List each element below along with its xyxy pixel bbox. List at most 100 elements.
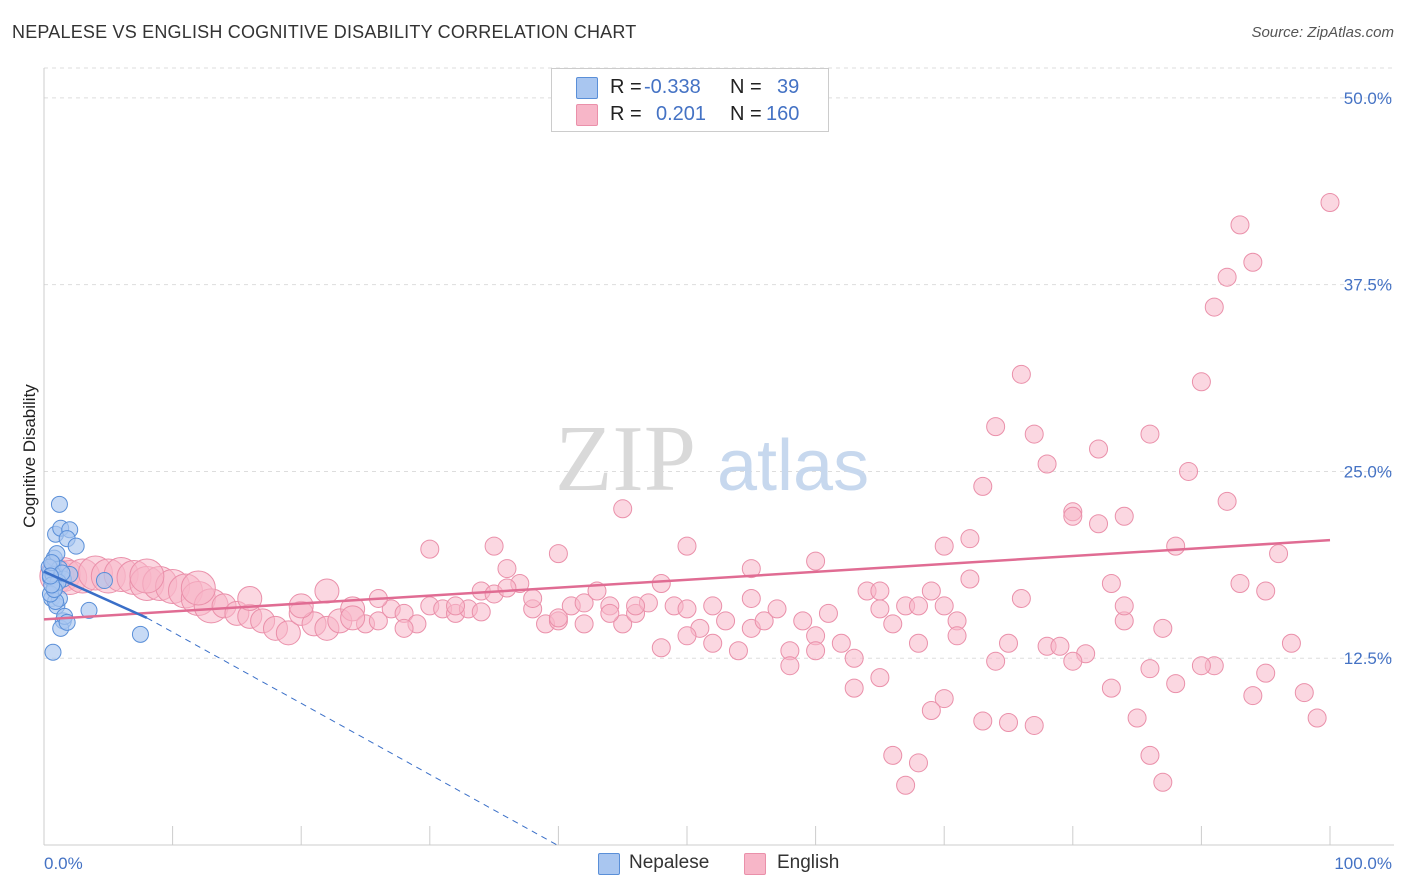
- english-point: [1050, 636, 1070, 656]
- legend-row-nepalese: R = -0.338 N = 39: [552, 74, 828, 100]
- english-point: [651, 574, 671, 594]
- english-point: [1140, 659, 1160, 679]
- english-point: [180, 570, 216, 606]
- english-point: [1281, 633, 1301, 653]
- watermark-atlas: atlas: [717, 426, 869, 506]
- english-point: [1089, 439, 1109, 459]
- english-point: [921, 701, 941, 721]
- y-tick-label: 37.5%: [1344, 276, 1392, 295]
- english-trend-line: [43, 538, 1331, 621]
- english-point: [960, 569, 980, 589]
- english-point: [314, 578, 340, 604]
- english-point: [1037, 454, 1057, 474]
- english-point: [986, 417, 1006, 437]
- english-point: [471, 602, 491, 622]
- english-point: [574, 593, 594, 613]
- english-point: [973, 711, 993, 731]
- english-point: [728, 641, 748, 661]
- english-point: [1024, 715, 1044, 735]
- english-point: [523, 588, 543, 608]
- english-point: [780, 656, 800, 676]
- english-point: [1320, 192, 1340, 212]
- english-point: [818, 603, 838, 623]
- english-point: [883, 614, 903, 634]
- english-point: [548, 608, 568, 628]
- english-point: [754, 611, 774, 631]
- grid: [44, 67, 1394, 659]
- english-point: [973, 476, 993, 496]
- legend: R = -0.338 N = 39 R = 0.201 N = 160: [551, 68, 829, 132]
- english-point: [1217, 491, 1237, 511]
- english-point: [999, 633, 1018, 653]
- english-point: [908, 596, 928, 616]
- english-point: [626, 596, 646, 616]
- english-point: [908, 753, 928, 773]
- english-point: [574, 614, 594, 634]
- english-point: [1256, 581, 1276, 601]
- nepalese-point: [131, 625, 149, 643]
- english-point: [793, 611, 813, 631]
- english-point: [1269, 544, 1289, 564]
- english-point: [1101, 574, 1121, 594]
- english-point: [677, 536, 697, 556]
- trend-lines: [43, 538, 1331, 846]
- axes: [43, 68, 1394, 846]
- english-point: [870, 599, 890, 619]
- english-point: [986, 651, 1006, 671]
- bottom-legend-label-nepalese: Nepalese: [629, 852, 710, 873]
- english-point: [1294, 683, 1314, 703]
- english-point: [1063, 651, 1083, 671]
- y-tick-label: 12.5%: [1344, 649, 1392, 668]
- english-point: [129, 558, 165, 594]
- bottom-legend-label-english: English: [777, 852, 840, 873]
- english-point: [1024, 424, 1044, 444]
- english-point: [741, 588, 761, 608]
- english-point: [1230, 215, 1250, 235]
- chart-title: NEPALESE VS ENGLISH COGNITIVE DISABILITY…: [12, 22, 637, 42]
- english-point: [677, 599, 697, 619]
- watermark-zip: ZIP: [555, 407, 696, 511]
- watermark: ZIP atlas: [555, 407, 869, 511]
- english-point: [548, 544, 568, 564]
- y-tick-label: 50.0%: [1344, 89, 1392, 108]
- nepalese-trend-line: [43, 570, 148, 620]
- legend-r-value: 0.201: [656, 103, 707, 125]
- english-point: [1114, 506, 1134, 526]
- english-point: [934, 596, 954, 616]
- english-point: [1153, 772, 1173, 792]
- english-point: [831, 633, 851, 653]
- english-point: [275, 620, 301, 646]
- english-point: [1204, 297, 1224, 317]
- english-point: [1153, 618, 1173, 638]
- bottom-legend-swatch-english: [744, 853, 766, 875]
- english-point: [934, 689, 954, 709]
- legend-n-value: 39: [777, 76, 800, 98]
- english-point: [484, 536, 504, 556]
- english-point: [870, 668, 890, 688]
- legend-n-value: 160: [766, 103, 800, 125]
- english-point: [1191, 372, 1211, 392]
- english-point: [883, 745, 903, 765]
- english-point: [1063, 506, 1083, 526]
- source-label: Source: ZipAtlas.com: [1251, 24, 1394, 41]
- nepalese-trend-extension: [146, 617, 558, 846]
- english-point: [613, 499, 633, 519]
- y-axis-label: Cognitive Disability: [20, 384, 39, 528]
- x-tick-labels: 0.0% 100.0%: [44, 826, 1392, 873]
- legend-n-label: N =: [730, 103, 762, 125]
- english-point: [613, 614, 633, 634]
- y-tick-labels: 12.5% 25.0% 37.5% 50.0%: [1344, 89, 1392, 668]
- english-point: [921, 581, 941, 601]
- english-point: [1011, 588, 1031, 608]
- english-point: [1011, 364, 1031, 384]
- english-point: [651, 638, 671, 658]
- english-point: [844, 648, 864, 668]
- english-point: [844, 678, 864, 698]
- english-point: [1140, 745, 1160, 765]
- english-point: [1127, 708, 1147, 728]
- english-point: [806, 551, 826, 571]
- nepalese-point: [95, 572, 113, 590]
- x-tick-label: 100.0%: [1334, 854, 1392, 873]
- english-point: [394, 618, 414, 638]
- english-point: [1166, 674, 1186, 694]
